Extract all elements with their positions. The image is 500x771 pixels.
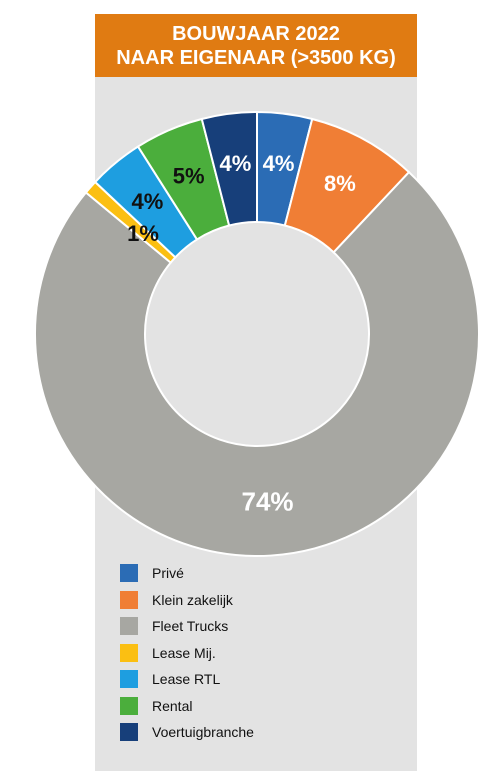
chart-title-line-2: NAAR EIGENAAR (>3500 KG) (116, 46, 396, 69)
legend-item-2: Fleet Trucks (120, 613, 254, 640)
legend-swatch-1 (120, 590, 138, 609)
legend-label-4: Lease RTL (152, 671, 221, 688)
donut-label-0: 4% (263, 151, 295, 176)
legend-swatch-4 (120, 670, 138, 689)
legend-swatch-0 (120, 564, 138, 583)
donut-label-4: 4% (131, 189, 163, 214)
legend-swatch-2 (120, 617, 138, 636)
chart-title-line-1: BOUWJAAR 2022 (172, 22, 340, 45)
legend-swatch-5 (120, 696, 138, 715)
legend-item-0: Privé (120, 560, 254, 587)
legend-label-0: Privé (152, 565, 184, 582)
legend-item-4: Lease RTL (120, 666, 254, 693)
donut-slice-2 (34, 170, 480, 557)
donut-label-1: 8% (324, 171, 356, 196)
legend-item-6: Voertuigbranche (120, 719, 254, 746)
legend-swatch-6 (120, 723, 138, 742)
legend-label-3: Lease Mij. (152, 644, 216, 661)
legend-label-6: Voertuigbranche (152, 724, 254, 741)
legend-item-3: Lease Mij. (120, 640, 254, 667)
legend-item-1: Klein zakelijk (120, 587, 254, 614)
legend-swatch-3 (120, 643, 138, 662)
donut-slices (34, 110, 480, 557)
donut-label-2: 74% (242, 487, 294, 517)
legend-label-5: Rental (152, 697, 193, 714)
donut-label-5: 5% (173, 164, 205, 189)
legend-label-2: Fleet Trucks (152, 618, 229, 635)
donut-slice-6 (200, 110, 258, 227)
legend-label-1: Klein zakelijk (152, 591, 233, 608)
chart-title: BOUWJAAR 2022 NAAR EIGENAAR (>3500 KG) (95, 14, 417, 77)
donut-label-3: 1% (127, 221, 159, 246)
donut-label-6: 4% (220, 151, 252, 176)
chart-legend: Privé Klein zakelijk Fleet Trucks Lease Mij… (120, 560, 254, 746)
legend-item-5: Rental (120, 693, 254, 720)
donut-labels: 4% 8% 74% 1% 4% 5% 4% (127, 151, 356, 517)
